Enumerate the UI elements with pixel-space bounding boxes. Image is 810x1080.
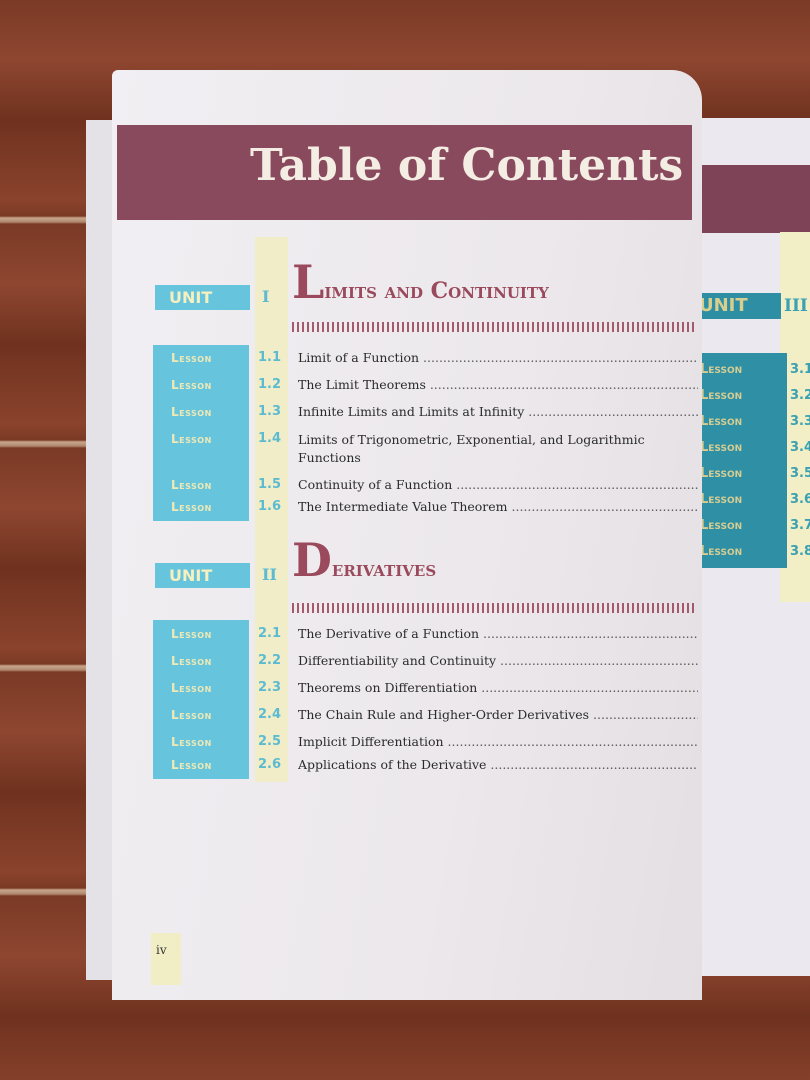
number-column bbox=[255, 237, 288, 782]
lesson-title[interactable]: Applications of the Derivative bbox=[298, 757, 698, 772]
lesson-label: Lesson bbox=[171, 627, 212, 641]
facing-lesson-number: 3.6 bbox=[790, 492, 810, 507]
page-number: iv bbox=[151, 933, 181, 985]
lesson-number: 2.3 bbox=[258, 680, 282, 695]
lesson-title[interactable]: Continuity of a Function bbox=[298, 477, 698, 492]
lesson-number: 2.1 bbox=[258, 626, 282, 641]
facing-lesson-label: Lesson bbox=[700, 466, 743, 481]
lesson-title[interactable]: The Chain Rule and Higher-Order Derivati… bbox=[298, 707, 698, 722]
lesson-title[interactable]: The Derivative of a Function bbox=[298, 626, 698, 641]
facing-lesson-label: Lesson bbox=[700, 414, 743, 429]
lesson-number: 1.6 bbox=[258, 499, 282, 514]
facing-unit-number: III bbox=[784, 296, 808, 316]
lesson-label: Lesson bbox=[171, 500, 212, 514]
lesson-number: 1.5 bbox=[258, 477, 282, 492]
divider bbox=[292, 322, 697, 332]
lesson-label: Lesson bbox=[171, 478, 212, 492]
lesson-label: Lesson bbox=[171, 432, 212, 446]
lesson-title[interactable]: Theorems on Differentiation bbox=[298, 680, 698, 695]
facing-lesson-number: 3.7 bbox=[790, 518, 810, 533]
lesson-label: Lesson bbox=[171, 654, 212, 668]
lesson-title[interactable]: Limit of a Function bbox=[298, 350, 698, 365]
page-title: Table of Contents bbox=[250, 140, 684, 191]
facing-lesson-label: Lesson bbox=[700, 388, 743, 403]
lesson-label: Lesson bbox=[171, 681, 212, 695]
lesson-title[interactable]: Differentiability and Continuity bbox=[298, 653, 698, 668]
unit-title-initial: L bbox=[292, 255, 325, 309]
lesson-title[interactable]: Implicit Differentiation bbox=[298, 734, 698, 749]
unit-title: Derivatives bbox=[292, 533, 436, 587]
unit-label: UNIT bbox=[155, 563, 250, 588]
lesson-number: 1.2 bbox=[258, 377, 282, 392]
facing-page-title-band bbox=[690, 165, 810, 233]
lesson-title[interactable]: Infinite Limits and Limits at Infinity bbox=[298, 404, 698, 419]
facing-lesson-box bbox=[697, 353, 787, 568]
facing-lesson-number: 3.4 bbox=[790, 440, 810, 455]
unit-title-initial: D bbox=[292, 533, 332, 587]
lesson-box bbox=[153, 620, 249, 779]
lesson-label: Lesson bbox=[171, 735, 212, 749]
lesson-title[interactable]: Limits of Trigonometric, Exponential, an… bbox=[298, 431, 698, 467]
lesson-number: 1.1 bbox=[258, 350, 282, 365]
facing-lesson-number: 3.2 bbox=[790, 388, 810, 403]
lesson-number: 1.4 bbox=[258, 431, 282, 446]
lesson-number: 2.4 bbox=[258, 707, 282, 722]
facing-lesson-label: Lesson bbox=[700, 544, 743, 559]
facing-lesson-label: Lesson bbox=[700, 440, 743, 455]
facing-lesson-number: 3.5 bbox=[790, 466, 810, 481]
title-band bbox=[117, 125, 692, 220]
lesson-number: 1.3 bbox=[258, 404, 282, 419]
unit-number: II bbox=[262, 565, 277, 584]
divider bbox=[292, 603, 697, 613]
unit-title-rest: imits and Continuity bbox=[324, 278, 549, 304]
lesson-title[interactable]: The Limit Theorems bbox=[298, 377, 698, 392]
facing-lesson-label: Lesson bbox=[700, 492, 743, 507]
lesson-number: 2.2 bbox=[258, 653, 282, 668]
facing-lesson-number: 3.8 bbox=[790, 544, 810, 559]
unit-number: I bbox=[262, 287, 270, 306]
facing-lesson-number: 3.3 bbox=[790, 414, 810, 429]
lesson-number: 2.6 bbox=[258, 757, 282, 772]
lesson-label: Lesson bbox=[171, 378, 212, 392]
lesson-label: Lesson bbox=[171, 405, 212, 419]
facing-unit-label: UNIT bbox=[693, 293, 781, 319]
unit-label: UNIT bbox=[155, 285, 250, 310]
lesson-number: 2.5 bbox=[258, 734, 282, 749]
lesson-label: Lesson bbox=[171, 708, 212, 722]
unit-title: Limits and Continuity bbox=[292, 255, 549, 309]
facing-lesson-number: 3.1 bbox=[790, 362, 810, 377]
book-page bbox=[112, 70, 702, 1000]
lesson-title[interactable]: The Intermediate Value Theorem bbox=[298, 499, 698, 514]
lesson-label: Lesson bbox=[171, 351, 212, 365]
lesson-box bbox=[153, 345, 249, 521]
facing-lesson-label: Lesson bbox=[700, 362, 743, 377]
unit-title-rest: erivatives bbox=[331, 556, 437, 582]
lesson-label: Lesson bbox=[171, 758, 212, 772]
facing-lesson-label: Lesson bbox=[700, 518, 743, 533]
